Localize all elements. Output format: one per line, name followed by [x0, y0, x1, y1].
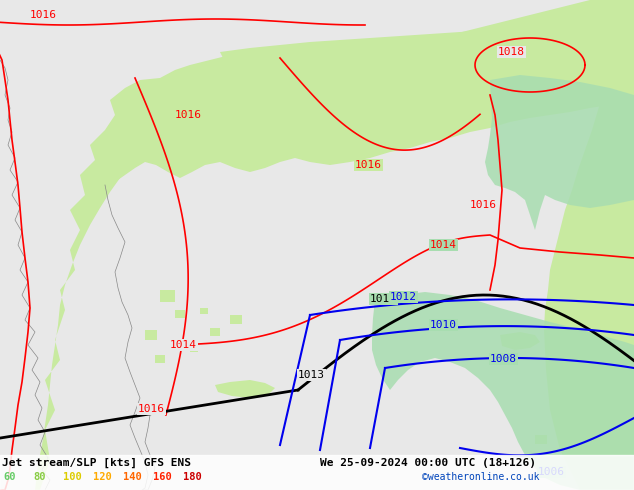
Polygon shape — [500, 332, 540, 350]
Polygon shape — [485, 75, 634, 230]
Polygon shape — [175, 310, 185, 318]
Bar — [0, 455, 634, 490]
Polygon shape — [215, 380, 275, 398]
Text: 1016: 1016 — [470, 200, 497, 210]
Text: We 25-09-2024 00:00 UTC (18+126): We 25-09-2024 00:00 UTC (18+126) — [320, 458, 536, 468]
Polygon shape — [544, 0, 634, 490]
Text: 1016: 1016 — [355, 160, 382, 170]
Polygon shape — [575, 420, 589, 430]
Polygon shape — [230, 315, 242, 324]
Polygon shape — [210, 328, 220, 336]
Polygon shape — [200, 308, 208, 314]
Text: 1013: 1013 — [370, 294, 397, 304]
Text: 120: 120 — [93, 472, 112, 482]
Text: 180: 180 — [183, 472, 202, 482]
Text: 1013: 1013 — [298, 370, 325, 380]
Text: 1014: 1014 — [170, 340, 197, 350]
Text: 80: 80 — [33, 472, 46, 482]
Text: 1016: 1016 — [175, 110, 202, 120]
Text: 100: 100 — [63, 472, 82, 482]
Text: 1018: 1018 — [498, 47, 525, 57]
Text: 1008: 1008 — [490, 354, 517, 364]
Text: 1016: 1016 — [138, 404, 165, 414]
Polygon shape — [160, 290, 175, 302]
Text: ©weatheronline.co.uk: ©weatheronline.co.uk — [422, 472, 540, 482]
Polygon shape — [155, 355, 165, 363]
Text: 1006: 1006 — [538, 467, 565, 477]
Polygon shape — [145, 330, 157, 340]
Text: Jet stream/SLP [kts] GFS ENS: Jet stream/SLP [kts] GFS ENS — [2, 458, 191, 468]
Polygon shape — [372, 292, 634, 490]
Text: 1016: 1016 — [30, 10, 57, 20]
Text: 1012: 1012 — [390, 292, 417, 302]
Text: 140: 140 — [123, 472, 142, 482]
Text: 160: 160 — [153, 472, 172, 482]
Polygon shape — [108, 20, 634, 182]
Polygon shape — [535, 435, 547, 444]
Text: 60: 60 — [3, 472, 15, 482]
Text: 1010: 1010 — [430, 320, 457, 330]
Polygon shape — [555, 395, 573, 407]
Polygon shape — [190, 345, 198, 352]
Text: 1014: 1014 — [430, 240, 457, 250]
